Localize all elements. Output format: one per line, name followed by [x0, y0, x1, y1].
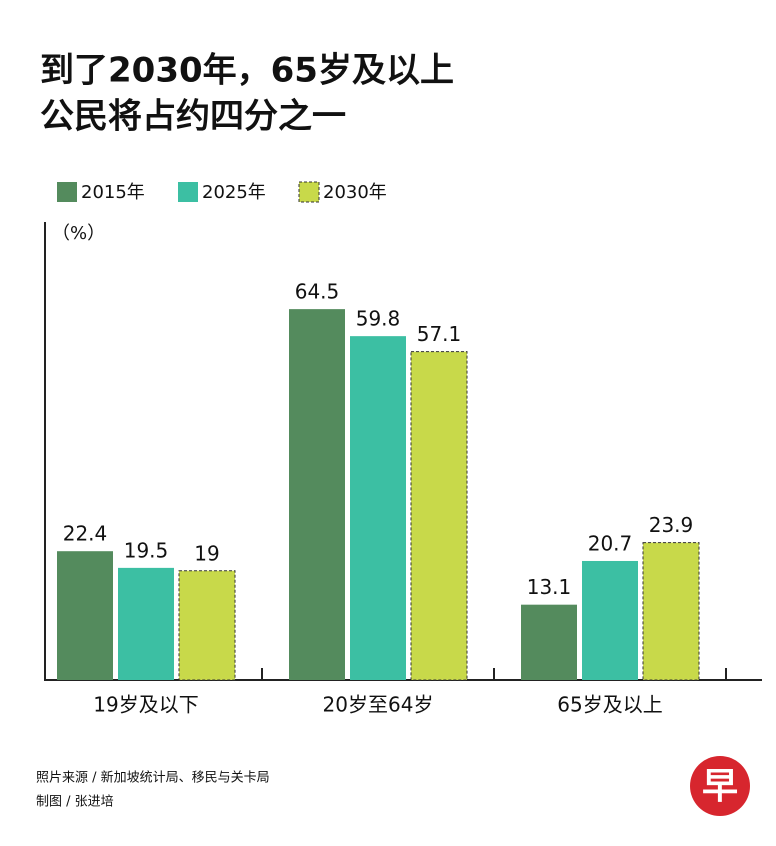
bar: [289, 309, 345, 680]
value-label: 59.8: [356, 307, 401, 331]
legend-swatch: [298, 181, 320, 203]
value-label: 22.4: [63, 522, 108, 546]
bar: [178, 570, 236, 681]
bar: [118, 567, 174, 680]
bar: [410, 351, 468, 681]
bar: [582, 560, 638, 680]
credit: 制图 / 张进培: [36, 794, 114, 810]
legend-label: 2025年: [202, 182, 266, 203]
source: 照片来源 / 新加坡统计局、移民与关卡局: [36, 770, 270, 786]
value-label: 57.1: [417, 322, 462, 346]
value-label: 20.7: [588, 531, 633, 555]
bar: [57, 551, 113, 680]
x-tick-label: 65岁及以上: [557, 693, 662, 717]
value-label: 23.9: [649, 513, 694, 537]
value-label: 19: [194, 541, 219, 565]
value-label: 13.1: [527, 575, 572, 599]
x-tick-label: 20岁至64岁: [323, 693, 434, 717]
value-label: 19.5: [124, 538, 169, 562]
legend-swatch: [57, 182, 77, 202]
legend-label: 2030年: [323, 182, 387, 203]
bar: [642, 542, 700, 681]
y-axis-label: （%）: [52, 223, 105, 244]
logo-circle: [690, 756, 750, 816]
x-tick-label: 19岁及以下: [93, 693, 198, 717]
logo: 早: [702, 766, 738, 807]
value-label: 64.5: [295, 280, 340, 304]
chart-title: 到了2030年，65岁及以上: [40, 51, 454, 91]
bar: [350, 336, 406, 680]
chart-title: 公民将占约四分之一: [40, 97, 346, 137]
legend-label: 2015年: [81, 182, 145, 203]
legend-swatch: [178, 182, 198, 202]
bar: [521, 604, 577, 680]
